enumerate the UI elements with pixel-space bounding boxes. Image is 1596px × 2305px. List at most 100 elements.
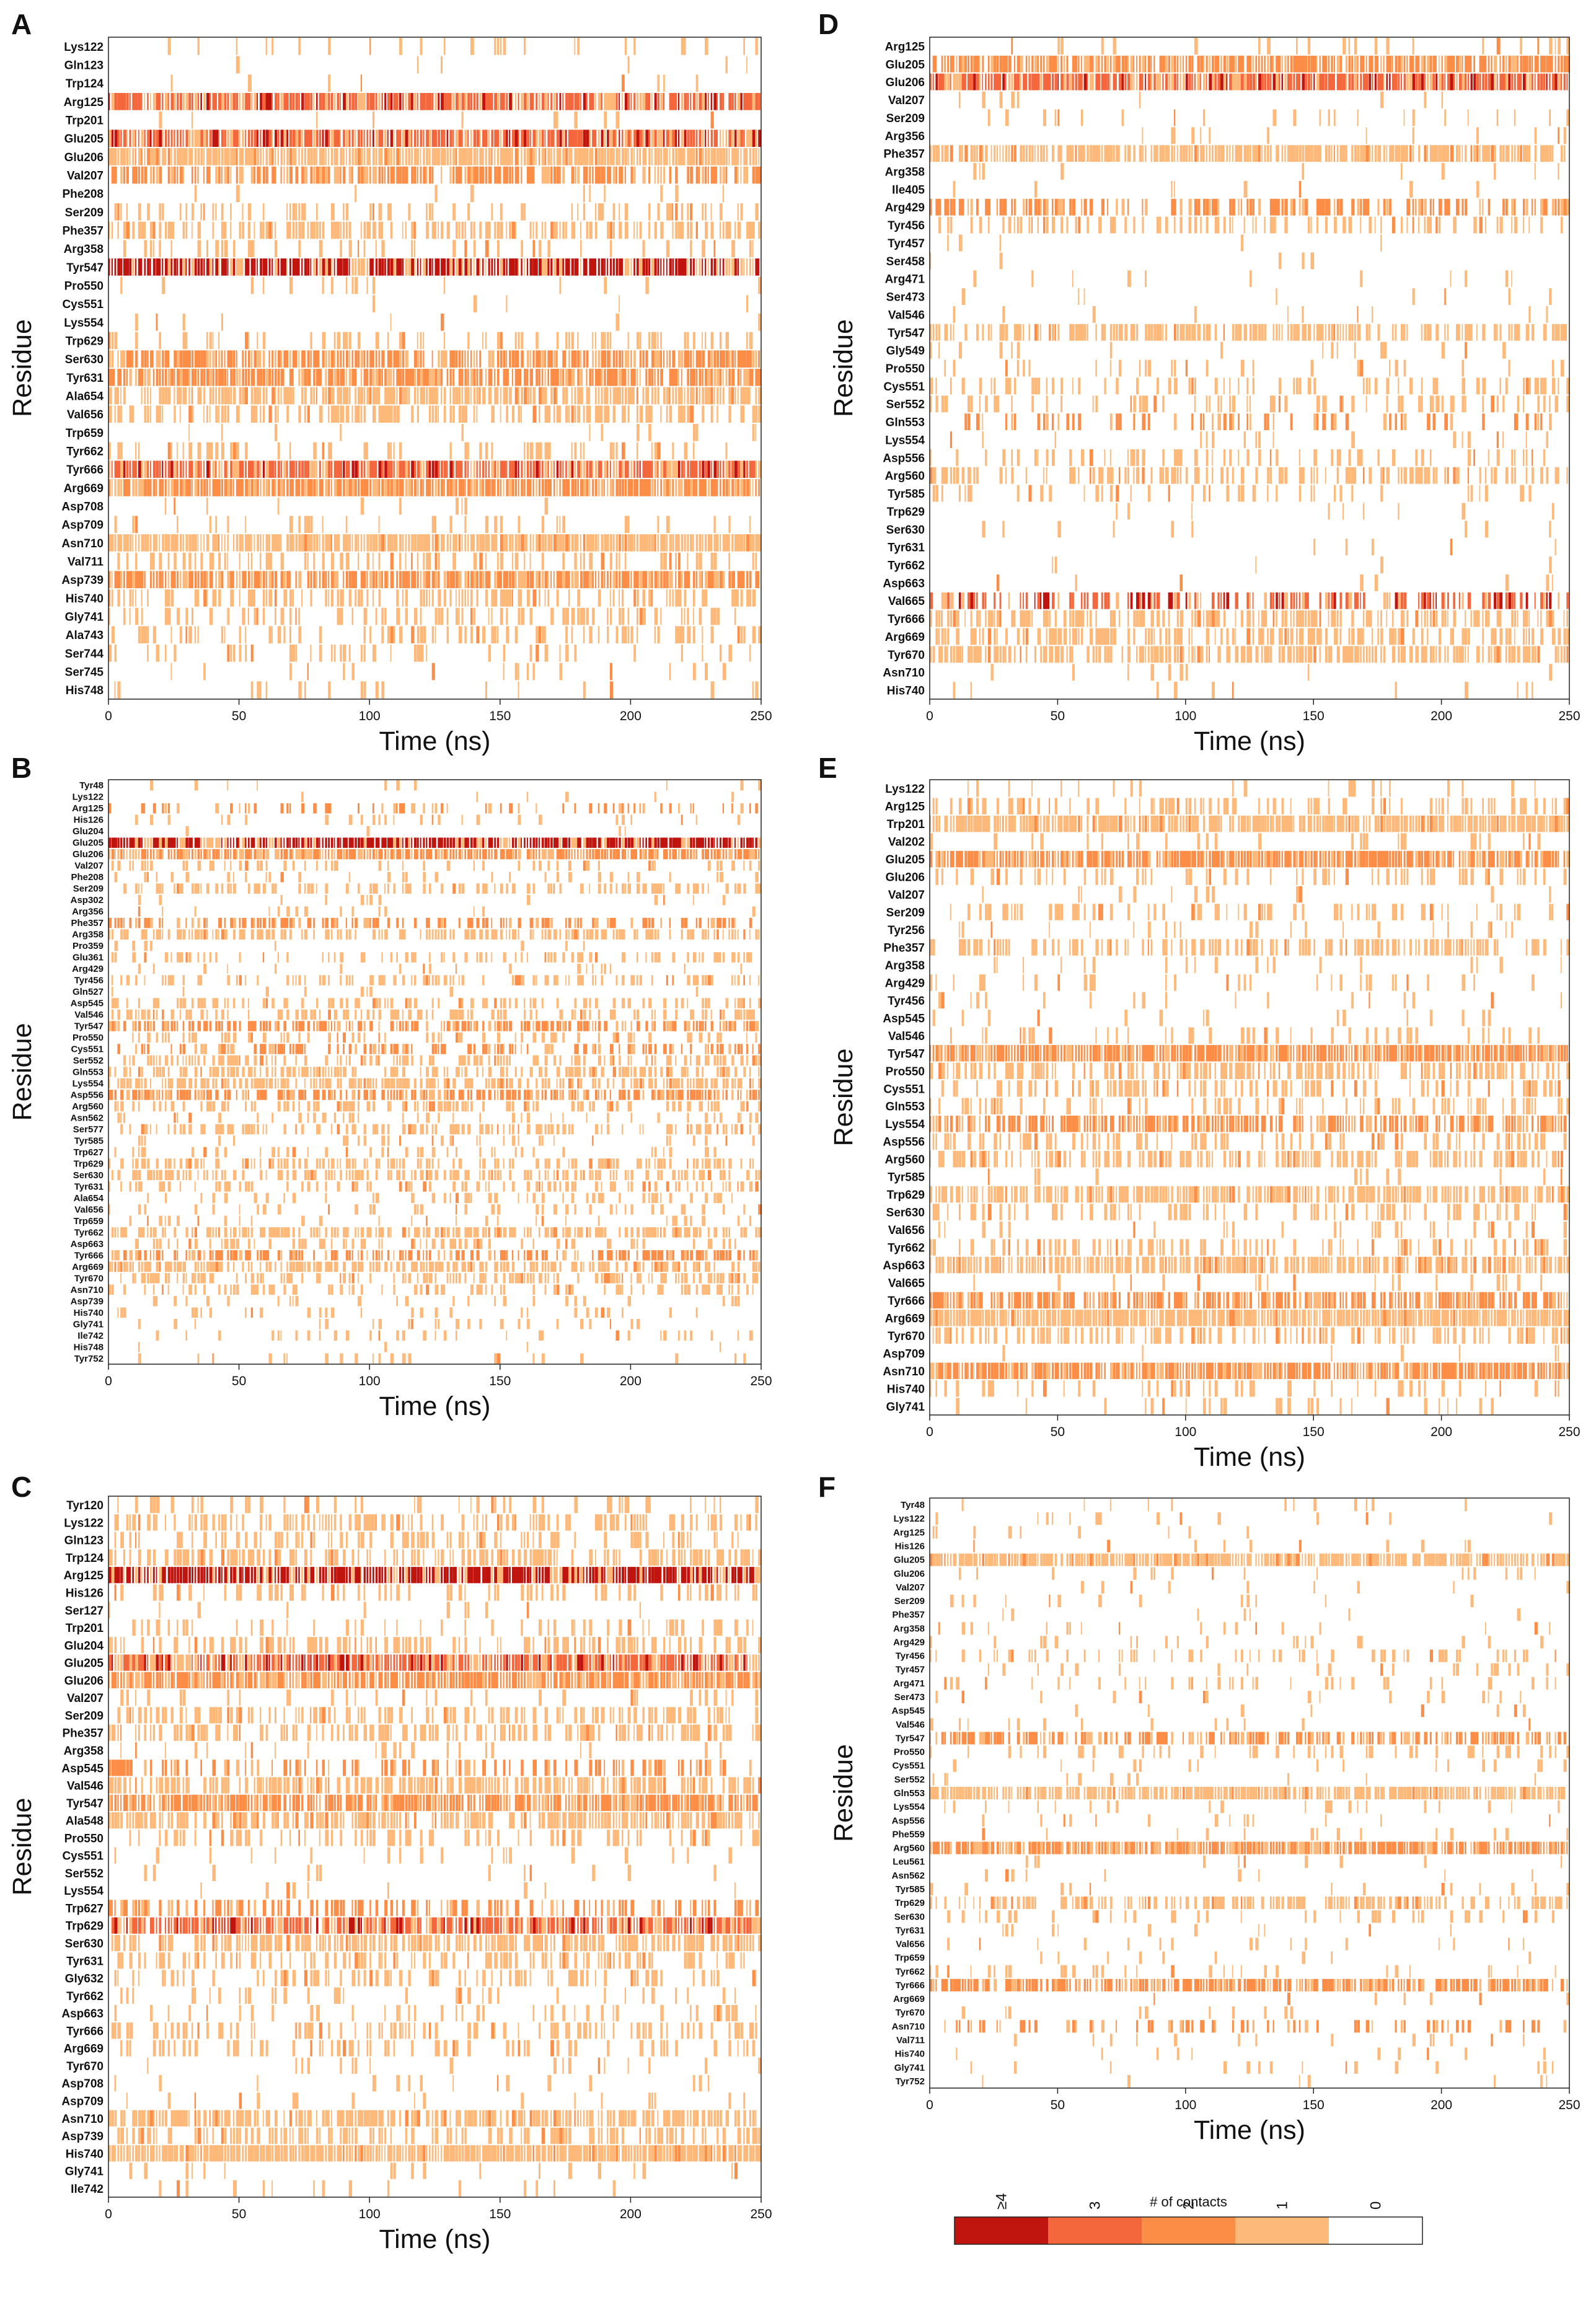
contact-mark bbox=[485, 917, 489, 928]
contact-mark bbox=[325, 534, 328, 552]
contact-mark bbox=[612, 130, 616, 147]
contact-mark bbox=[719, 166, 722, 184]
contact-mark bbox=[428, 405, 431, 423]
residue-row bbox=[108, 645, 751, 662]
contact-mark bbox=[221, 1009, 224, 1020]
contact-mark bbox=[144, 387, 146, 405]
contact-mark bbox=[289, 203, 291, 221]
contact-mark bbox=[705, 369, 708, 386]
contact-mark bbox=[461, 350, 464, 368]
contact-mark bbox=[393, 387, 395, 405]
contact-mark bbox=[529, 917, 534, 928]
contact-mark bbox=[378, 221, 382, 239]
contact-mark bbox=[126, 1009, 130, 1020]
contact-mark bbox=[702, 166, 705, 184]
contact-mark bbox=[351, 906, 354, 917]
contact-mark bbox=[239, 552, 240, 570]
contact-mark bbox=[366, 221, 370, 239]
contact-mark bbox=[562, 607, 565, 625]
contact-mark bbox=[254, 130, 257, 147]
contact-mark bbox=[577, 479, 580, 496]
contact-mark bbox=[402, 479, 404, 496]
contact-mark bbox=[197, 589, 200, 607]
contact-mark bbox=[657, 166, 659, 184]
contact-mark bbox=[619, 826, 621, 837]
contact-mark bbox=[666, 534, 668, 552]
contact-mark bbox=[473, 571, 477, 588]
contact-mark bbox=[212, 203, 214, 221]
contact-mark bbox=[594, 93, 596, 110]
contact-mark bbox=[544, 917, 548, 928]
contact-mark bbox=[114, 258, 117, 276]
contact-mark bbox=[702, 350, 705, 368]
contact-mark bbox=[651, 258, 655, 276]
contact-mark bbox=[372, 295, 376, 312]
contact-mark bbox=[752, 906, 756, 917]
contact-mark bbox=[310, 589, 312, 607]
contact-mark bbox=[601, 534, 604, 552]
contact-mark bbox=[174, 258, 177, 276]
contact-mark bbox=[426, 929, 428, 940]
contact-mark bbox=[497, 93, 500, 110]
contact-mark bbox=[536, 461, 539, 478]
contact-mark bbox=[242, 479, 244, 496]
contact-mark bbox=[446, 461, 448, 478]
contact-mark bbox=[384, 369, 387, 386]
contact-mark bbox=[562, 848, 565, 860]
contact-mark bbox=[568, 93, 572, 110]
contact-mark bbox=[677, 405, 682, 423]
residue-label: Ser745 bbox=[65, 666, 104, 679]
contact-mark bbox=[200, 534, 202, 552]
contact-mark bbox=[378, 1009, 381, 1020]
contact-mark bbox=[355, 369, 357, 386]
contact-mark bbox=[497, 221, 500, 239]
contact-mark bbox=[197, 883, 200, 894]
residue-label: Arg358 bbox=[64, 243, 104, 256]
contact-mark bbox=[123, 387, 126, 405]
contact-mark bbox=[559, 369, 562, 386]
contact-mark bbox=[737, 814, 741, 825]
contact-mark bbox=[586, 405, 589, 423]
contact-mark bbox=[539, 848, 540, 860]
contact-mark bbox=[372, 166, 376, 184]
contact-mark bbox=[752, 166, 756, 184]
contact-mark bbox=[307, 405, 310, 423]
contact-mark bbox=[138, 369, 142, 386]
contact-mark bbox=[399, 479, 403, 496]
contact-mark bbox=[221, 130, 224, 147]
contact-mark bbox=[550, 93, 553, 110]
contact-mark bbox=[197, 534, 199, 552]
contact-mark bbox=[247, 461, 252, 478]
contact-mark bbox=[390, 93, 393, 110]
contact-mark bbox=[630, 369, 635, 386]
contact-mark bbox=[307, 552, 309, 570]
contact-mark bbox=[532, 534, 534, 552]
contact-mark bbox=[684, 350, 688, 368]
contact-mark bbox=[574, 461, 576, 478]
contact-mark bbox=[200, 130, 203, 147]
contact-mark bbox=[348, 332, 351, 350]
contact-mark bbox=[387, 369, 390, 386]
contact-mark bbox=[120, 534, 122, 552]
contact-mark bbox=[159, 837, 162, 848]
contact-mark bbox=[396, 387, 398, 405]
contact-mark bbox=[260, 681, 262, 699]
contact-mark bbox=[464, 589, 467, 607]
contact-mark bbox=[589, 534, 593, 552]
contact-mark bbox=[316, 534, 319, 552]
contact-mark bbox=[740, 130, 743, 147]
contact-mark bbox=[348, 479, 353, 496]
contact-mark bbox=[539, 589, 540, 607]
contact-mark bbox=[390, 848, 394, 860]
contact-mark bbox=[159, 240, 161, 257]
contact-mark bbox=[642, 883, 646, 894]
contact-mark bbox=[514, 166, 519, 184]
contact-mark bbox=[518, 571, 521, 588]
contact-mark bbox=[705, 929, 707, 940]
contact-mark bbox=[366, 166, 369, 184]
contact-mark bbox=[728, 516, 731, 533]
contact-mark bbox=[304, 479, 307, 496]
contact-mark bbox=[209, 369, 212, 386]
contact-mark bbox=[514, 350, 519, 368]
contact-mark bbox=[734, 848, 737, 860]
